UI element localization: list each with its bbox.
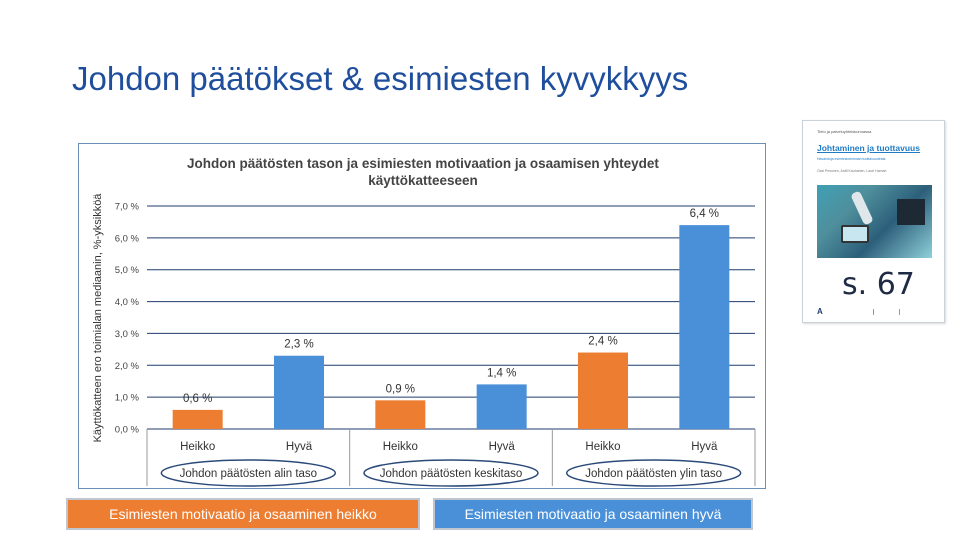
y-tick-label: 4,0 % (115, 297, 140, 308)
group-label: Johdon päätösten keskitaso (380, 468, 523, 480)
y-tick-label: 5,0 % (115, 265, 140, 276)
slide-title: Johdon päätökset & esimiesten kyvykkyys (72, 60, 689, 97)
book-cover-photo (817, 185, 932, 258)
bar-heikko (375, 400, 426, 429)
chart-canvas: Johdon päätösten tason ja esimiesten mot… (92, 156, 756, 487)
book-authors: Ossi Pesonen, Antti Kauhanen, Lauri Hama… (817, 169, 887, 173)
book-series: Tieto ja palveluyhteiskunnassa (817, 129, 872, 134)
robot-arm-shape (850, 190, 874, 226)
bar-value-label: 2,4 % (588, 336, 617, 348)
bar-heikko (578, 352, 628, 429)
bar-value-label: 1,4 % (487, 367, 516, 379)
group-ellipse (160, 459, 337, 487)
x-tick-label: Heikko (180, 441, 215, 453)
y-axis-label: Käyttökatteen ero toimialan mediaanin, %… (92, 193, 104, 443)
y-tick-label: 1,0 % (115, 393, 140, 404)
legend-heikko: Esimiesten motivaatio ja osaaminen heikk… (66, 498, 420, 530)
book-cover-image: Tieto ja palveluyhteiskunnassa Johtamine… (802, 120, 945, 323)
y-tick-label: 3,0 % (115, 329, 140, 340)
chart-title: Johdon päätösten tason ja esimiesten mot… (187, 156, 659, 171)
logo-divider (899, 309, 900, 315)
y-tick-label: 2,0 % (115, 361, 140, 372)
x-tick-label: Hyvä (691, 441, 718, 453)
group-label: Johdon päätösten ylin taso (585, 468, 722, 480)
y-tick-label: 0,0 % (115, 425, 140, 436)
group-label: Johdon päätösten alin taso (180, 468, 317, 480)
y-tick-label: 7,0 % (115, 202, 140, 213)
bar-value-label: 6,4 % (690, 208, 719, 220)
bar-hyva (679, 225, 730, 429)
bar-heikko (172, 409, 223, 429)
y-tick-label: 6,0 % (115, 233, 140, 244)
x-tick-label: Heikko (383, 441, 418, 453)
group-ellipse (363, 459, 539, 487)
tablet-shape (841, 225, 869, 243)
x-tick-label: Hyvä (489, 441, 516, 453)
chart-title: käyttökatteeseen (368, 173, 478, 188)
bar-hyva (476, 384, 527, 429)
bar-value-label: 0,6 % (183, 393, 212, 405)
bar-chart: Johdon päätösten tason ja esimiesten mot… (78, 143, 766, 489)
page-reference: s. 67 (839, 267, 918, 302)
panel-shape (897, 199, 925, 225)
x-tick-label: Heikko (585, 441, 620, 453)
book-title: Johtaminen ja tuottavuus (817, 143, 920, 153)
legend-hyva: Esimiesten motivaatio ja osaaminen hyvä (433, 498, 753, 530)
book-subtitle: Havaintoja esimiestoiminnan tuottavuudes… (817, 157, 886, 161)
bar-hyva (274, 355, 324, 429)
logo-divider (873, 309, 874, 315)
bar-value-label: 2,3 % (284, 339, 313, 351)
x-tick-label: Hyvä (286, 441, 313, 453)
publisher-logo: A (817, 307, 823, 316)
bar-value-label: 0,9 % (386, 383, 415, 395)
group-ellipse (565, 459, 742, 487)
